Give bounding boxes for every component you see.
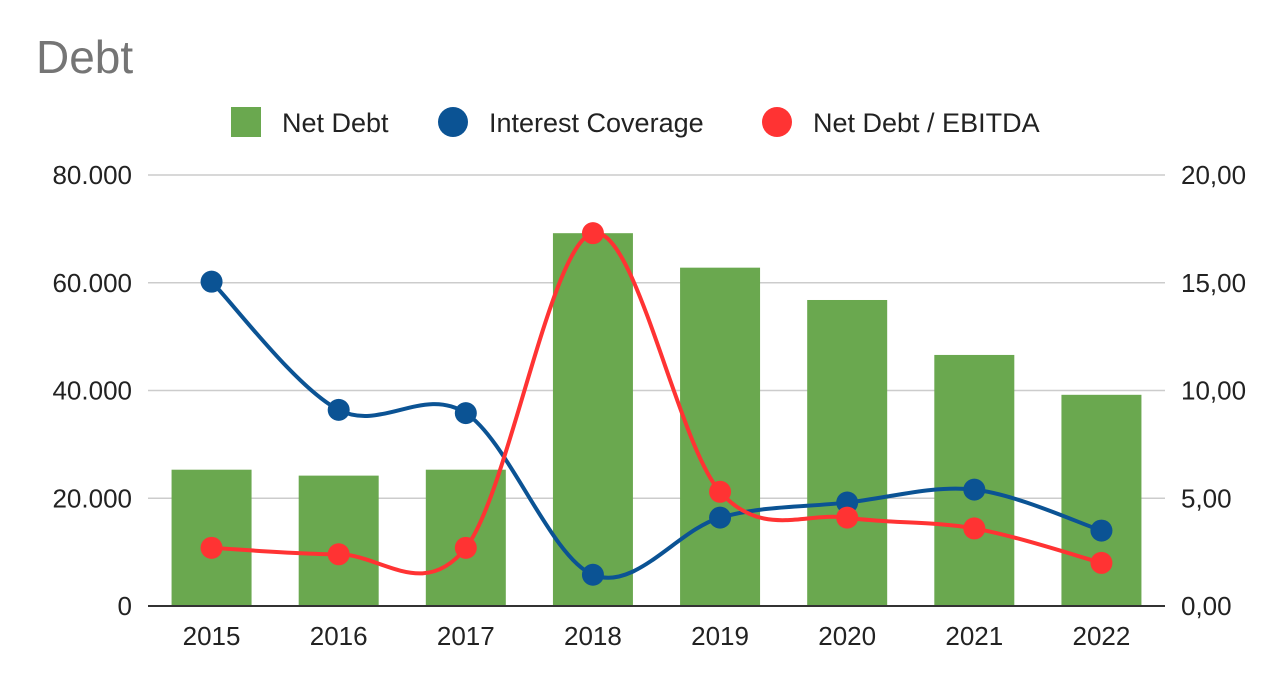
net-debt-ebitda-point: [836, 506, 859, 529]
interest-coverage-point: [709, 506, 732, 529]
net-debt-ebitda-point: [200, 536, 223, 559]
x-tick-label: 2016: [310, 621, 368, 651]
interest-coverage-point: [200, 270, 223, 293]
y-right-tick-label: 15,00: [1181, 268, 1246, 298]
interest-coverage-point: [963, 478, 986, 501]
axes: 0 0,00 20.000 5,00 40.000 10,00 60.000 15,00 80.…: [52, 160, 1246, 651]
x-tick-label: 2017: [437, 621, 495, 651]
net-debt-ebitda-point: [581, 222, 604, 245]
y-right-tick-label: 10,00: [1181, 376, 1246, 406]
y-right-tick-label: 0,00: [1181, 591, 1232, 621]
net-debt-ebitda-point: [327, 543, 350, 566]
legend-swatch-net-debt-ebitda: [762, 107, 792, 137]
chart-title: Debt: [36, 31, 134, 83]
interest-coverage-point: [836, 491, 859, 514]
net-debt-ebitda-point: [709, 480, 732, 503]
y-left-tick-label: 20.000: [52, 483, 132, 513]
net-debt-bar: [298, 475, 379, 606]
interest-coverage-point: [581, 563, 604, 586]
interest-coverage-point: [327, 398, 350, 421]
y-right-tick-label: 20,00: [1181, 160, 1246, 190]
net-debt-ebitda-point: [963, 517, 986, 540]
y-left-tick-label: 60.000: [52, 268, 132, 298]
x-tick-label: 2022: [1073, 621, 1131, 651]
ratio-lines: [200, 222, 1113, 586]
x-tick-label: 2018: [564, 621, 622, 651]
y-left-tick-label: 80.000: [52, 160, 132, 190]
legend-label-net-debt-ebitda: Net Debt / EBITDA: [813, 108, 1040, 138]
interest-coverage-point: [1090, 519, 1113, 542]
x-tick-label: 2020: [818, 621, 876, 651]
legend-label-interest-coverage: Interest Coverage: [489, 108, 704, 138]
x-tick-label: 2015: [183, 621, 241, 651]
net-debt-bar: [552, 233, 633, 606]
net-debt-ebitda-point: [1090, 551, 1113, 574]
net-debt-bar: [680, 267, 761, 606]
legend: Net Debt Interest Coverage Net Debt / EBIT…: [231, 107, 1040, 138]
net-debt-ebitda-line: [211, 231, 1102, 576]
net-debt-ebitda-point: [454, 536, 477, 559]
net-debt-bar: [1061, 394, 1142, 606]
legend-swatch-net-debt: [231, 107, 261, 137]
net-debt-bars: [171, 233, 1142, 606]
net-debt-bar: [807, 299, 888, 606]
y-left-tick-label: 40.000: [52, 376, 132, 406]
x-tick-label: 2021: [945, 621, 1003, 651]
legend-swatch-interest-coverage: [438, 107, 468, 137]
interest-coverage-point: [454, 402, 477, 425]
x-tick-label: 2019: [691, 621, 749, 651]
y-left-tick-label: 0: [118, 591, 132, 621]
legend-label-net-debt: Net Debt: [282, 108, 389, 138]
y-right-tick-label: 5,00: [1181, 483, 1232, 513]
